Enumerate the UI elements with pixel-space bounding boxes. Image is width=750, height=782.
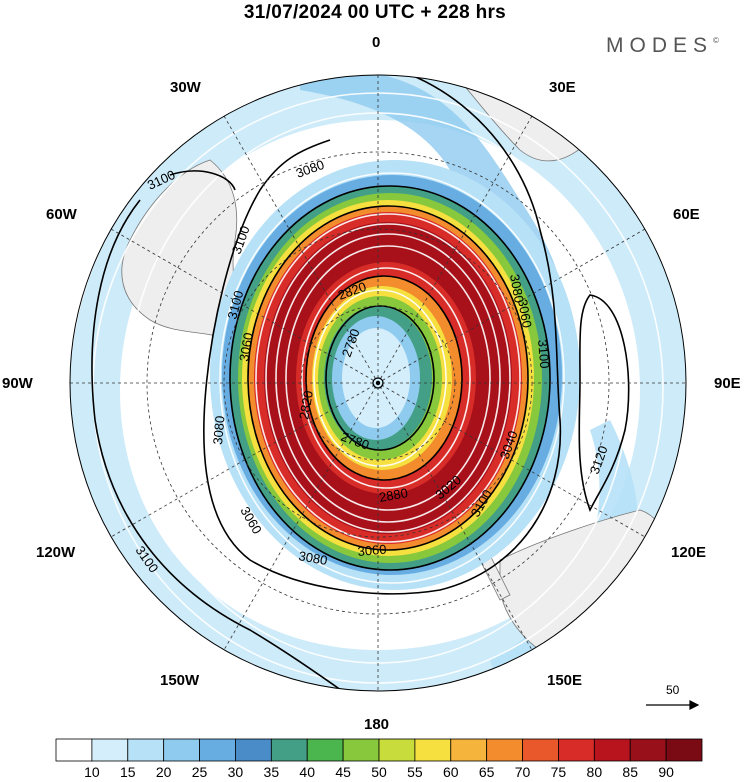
colorbar-swatch [414,738,452,762]
colorbar-swatch [629,738,667,762]
lon-label-30w: 30W [170,79,201,96]
wind-reference-label: 50 [666,683,680,697]
contour-label: 3060 [357,542,387,559]
brand-name: MODES [606,34,714,57]
contour-label: 3080 [507,273,527,304]
colorbar-tick-label: 75 [550,764,567,780]
colorbar-swatch [665,738,703,762]
colorbar-swatch [450,738,488,762]
colorbar-tick-label: 15 [119,764,136,780]
colorbar-swatch [522,738,559,762]
lon-label-90w: 90W [2,375,33,392]
contour-label: 2820 [296,389,316,420]
colorbar-swatch [55,738,93,762]
colorbar-tick-label: 10 [84,764,100,780]
lon-label-120e: 120E [671,544,707,561]
colorbar-tick-label: 45 [335,764,351,780]
lon-label-60w: 60W [46,206,77,223]
colorbar-tick-label: 25 [191,764,208,780]
lon-label-30e: 30E [549,79,576,96]
colorbar-swatch [558,738,595,762]
colorbar-tick-label: 40 [299,764,316,780]
colorbar-swatch [306,738,344,762]
south-america [121,159,246,341]
colorbar-swatch [270,738,308,762]
contour-label: 3100 [224,289,246,321]
colorbar [55,738,703,762]
contour-label: 3080 [294,157,326,181]
height-contours [91,75,630,691]
colorbar-tick-label: 90 [658,764,674,780]
lon-label-90e: 90E [714,375,741,392]
colorbar-swatch [163,738,200,762]
south-pole-marker [372,377,384,389]
colorbar-tick-label: 20 [155,764,172,780]
lon-label-150w: 150W [160,672,200,689]
colorbar-tick-label: 80 [586,764,603,780]
lon-label-60e: 60E [673,206,700,223]
colorbar-tick-label: 55 [407,764,423,780]
contour-label: 3060 [515,298,535,329]
colorbar-tick-label: 30 [227,764,244,780]
colorbar-tick-label: 65 [478,764,495,780]
contour-label: 3100 [535,339,552,369]
map-boundary [69,74,687,692]
colorbar-tick-label: 50 [371,764,387,780]
lon-label-0: 0 [372,34,381,51]
brand-logo: MODES© [606,34,719,58]
colorbar-swatch [593,738,631,762]
colorbar-swatch [486,738,523,762]
colorbar-swatch [127,738,165,762]
colorbar-swatch [91,738,129,762]
contour-label: 2880 [378,485,409,505]
lon-label-180: 180 [364,716,390,733]
colorbar-swatch [342,738,380,762]
colorbar-labels: 10 15 20 25 30 35 40 45 50 55 60 65 70 75 80 85 90 [0,764,750,782]
forecast-title: 31/07/2024 00 UTC + 228 hrs [243,2,507,23]
lon-label-120w: 120W [36,544,76,561]
colorbar-tick-label: 85 [622,764,639,780]
brand-mark: © [713,36,719,45]
lon-label-150e: 150E [547,672,583,689]
colorbar-tick-label: 35 [263,764,280,780]
colorbar-tick-label: 70 [514,764,531,780]
colorbar-tick-label: 60 [442,764,459,780]
colorbar-swatch [378,738,416,762]
contour-label: 3060 [236,331,256,362]
contour-label: 3080 [297,548,328,568]
contour-label: 3080 [210,415,227,445]
colorbar-swatch [199,738,236,762]
colorbar-swatch [235,738,272,762]
reference-arrow-icon [646,700,700,710]
